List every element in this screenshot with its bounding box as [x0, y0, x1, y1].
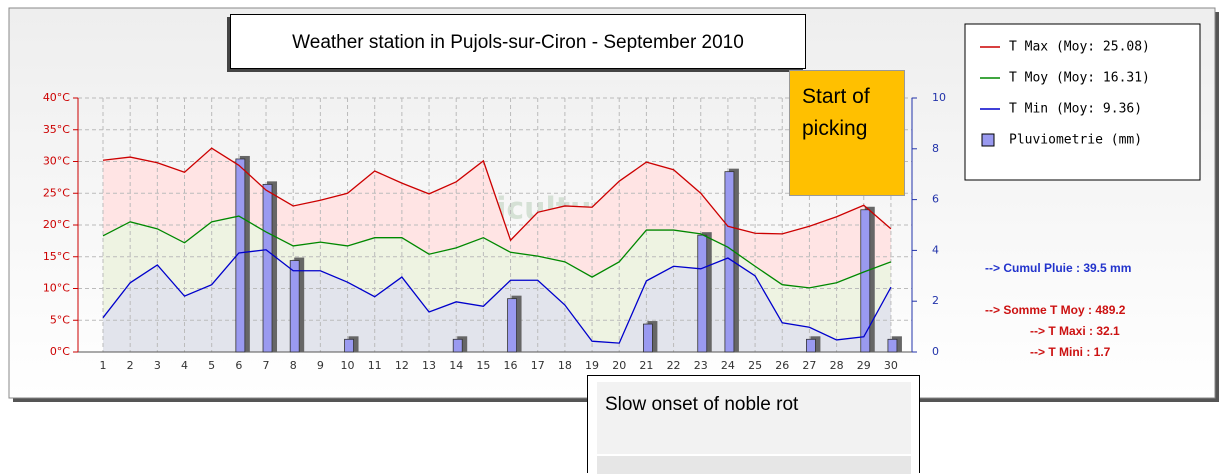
x-tick-label: 18	[558, 359, 572, 372]
x-tick-label: 8	[290, 359, 297, 372]
x-tick-label: 11	[368, 359, 382, 372]
x-tick-label: 30	[884, 359, 898, 372]
annotation-strip	[597, 456, 911, 474]
x-tick-label: 3	[154, 359, 161, 372]
y-tick-label: 0°C	[50, 345, 70, 358]
legend-box	[964, 23, 1201, 181]
x-tick-label: 6	[235, 359, 242, 372]
bar	[262, 183, 273, 353]
x-tick-label: 26	[775, 359, 789, 372]
legend-label: T Moy (Moy: 16.31)	[1009, 71, 1150, 86]
x-tick-label: 29	[857, 359, 871, 372]
y2-tick-label: 10	[932, 91, 946, 104]
y2-tick-label: 0	[932, 345, 939, 358]
x-tick-label: 20	[612, 359, 626, 372]
x-tick-label: 14	[449, 359, 463, 372]
legend-swatch	[981, 133, 995, 147]
x-tick-label: 12	[395, 359, 409, 372]
x-tick-label: 25	[748, 359, 762, 372]
x-tick-label: 28	[830, 359, 844, 372]
x-tick-label: 5	[208, 359, 215, 372]
x-tick-label: 7	[263, 359, 270, 372]
y-tick-label: 25°C	[43, 186, 70, 199]
x-tick-label: 16	[504, 359, 518, 372]
bar	[643, 323, 653, 353]
line	[102, 249, 892, 344]
bar	[697, 234, 708, 353]
bar	[860, 209, 871, 353]
annotation: Slow onset of noble rot	[597, 382, 911, 454]
stat-label: --> Somme T Moy : 489.2	[985, 303, 1126, 317]
bar	[344, 338, 354, 353]
bar	[887, 338, 898, 353]
y-tick-label: 30°C	[43, 155, 70, 168]
x-tick-label: 13	[422, 359, 436, 372]
x-tick-label: 23	[694, 359, 708, 372]
line	[102, 147, 892, 242]
bar	[452, 338, 463, 353]
x-tick-label: 1	[100, 359, 107, 372]
y-tick-label: 40°C	[43, 91, 70, 104]
bar	[806, 338, 816, 353]
legend-label: T Min (Moy: 9.36)	[1009, 102, 1142, 117]
x-tick-label: 22	[667, 359, 681, 372]
x-tick-label: 9	[317, 359, 324, 372]
x-tick-label: 4	[181, 359, 188, 372]
bar	[507, 298, 517, 353]
x-tick-label: 27	[802, 359, 816, 372]
chart-title: Weather station in Pujols-sur-Ciron - Se…	[292, 32, 744, 53]
x-tick-label: 15	[476, 359, 490, 372]
y2-tick-label: 2	[932, 294, 939, 307]
x-tick-label: 19	[585, 359, 599, 372]
stat-label: --> Cumul Pluie : 39.5 mm	[985, 261, 1131, 275]
x-tick-label: 24	[721, 359, 735, 372]
annotation: Start of picking	[789, 70, 905, 196]
y2-tick-label: 6	[932, 193, 939, 206]
x-tick-label: 2	[127, 359, 134, 372]
x-tick-label: 10	[341, 359, 355, 372]
y2-tick-label: 8	[932, 142, 939, 155]
x-tick-label: 21	[639, 359, 653, 372]
stat-label: --> T Mini : 1.7	[1030, 345, 1111, 359]
title-box: Weather station in Pujols-sur-Ciron - Se…	[230, 14, 806, 69]
bar	[289, 260, 300, 353]
stat-label: --> T Maxi : 32.1	[1030, 324, 1120, 338]
y-tick-label: 10°C	[43, 282, 70, 295]
x-tick-label: 17	[531, 359, 545, 372]
y-tick-label: 20°C	[43, 218, 70, 231]
line	[102, 215, 892, 289]
y-tick-label: 15°C	[43, 250, 70, 263]
y2-tick-label: 4	[932, 243, 939, 256]
y-tick-label: 5°C	[50, 313, 70, 326]
legend-label: T Max (Moy: 25.08)	[1009, 40, 1150, 55]
y-tick-label: 35°C	[43, 123, 70, 136]
legend-label: Pluviometrie (mm)	[1009, 133, 1142, 148]
annotation-box: Slow onset of noble rot	[587, 375, 920, 474]
